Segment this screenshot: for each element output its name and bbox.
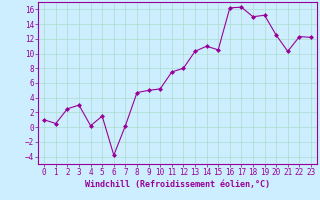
X-axis label: Windchill (Refroidissement éolien,°C): Windchill (Refroidissement éolien,°C) <box>85 180 270 189</box>
